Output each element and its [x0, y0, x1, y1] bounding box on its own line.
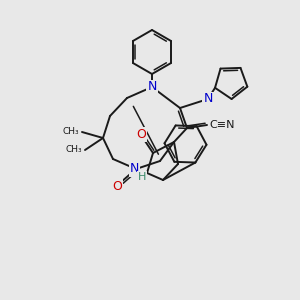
Text: N: N	[147, 80, 157, 94]
Text: H: H	[138, 172, 146, 182]
Text: CH₃: CH₃	[65, 146, 82, 154]
Text: O: O	[112, 179, 122, 193]
Text: N: N	[203, 92, 213, 106]
Text: CH₃: CH₃	[62, 128, 79, 136]
Text: O: O	[136, 128, 146, 140]
Text: C≡N: C≡N	[209, 120, 235, 130]
Text: N: N	[130, 163, 139, 176]
